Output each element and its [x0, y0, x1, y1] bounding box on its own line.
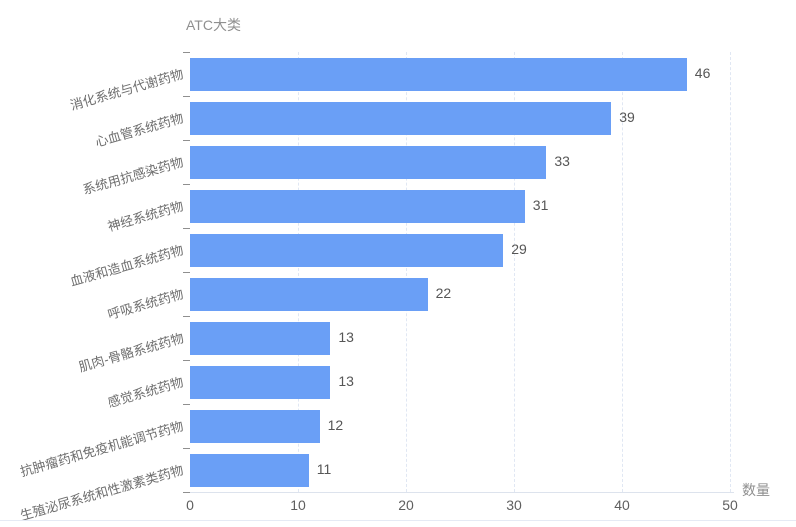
- gridline: [514, 52, 515, 492]
- bar-value-label: 12: [327, 417, 344, 433]
- bar-value-label: 13: [338, 329, 354, 345]
- y-axis-tick: [183, 96, 190, 97]
- y-axis-tick: [183, 184, 190, 185]
- x-tick-label: 30: [506, 497, 522, 513]
- y-axis-tick: [183, 448, 190, 449]
- bar-value-label: 39: [619, 109, 635, 125]
- category-axis-label: 血液和造血系统药物: [68, 242, 186, 289]
- gridline: [298, 52, 299, 492]
- bar-segment[interactable]: [190, 321, 331, 355]
- category-axis-label: 神经系统药物: [105, 198, 186, 235]
- y-axis-tick: [183, 52, 190, 53]
- bar-segment[interactable]: [190, 409, 320, 443]
- category-axis-label: 系统用抗感染药物: [80, 154, 186, 198]
- bar-value-label: 29: [511, 241, 527, 257]
- bar-segment[interactable]: [190, 145, 547, 179]
- bar-segment[interactable]: [190, 233, 504, 267]
- x-tick-label: 40: [614, 497, 630, 513]
- category-axis-label: 消化系统与代谢药物: [68, 66, 186, 113]
- category-axis-label: 肌肉-骨骼系统药物: [76, 330, 186, 375]
- x-axis-line: [189, 492, 734, 493]
- category-axis-label: 呼吸系统药物: [105, 286, 186, 323]
- bar-value-label: 11: [316, 461, 332, 477]
- x-axis-name: 数量: [742, 482, 770, 498]
- bar-segment[interactable]: [190, 57, 687, 91]
- y-axis-tick: [183, 316, 190, 317]
- bottom-divider: [0, 520, 796, 521]
- bar-value-label: 22: [435, 285, 452, 301]
- x-tick-label: 0: [186, 497, 194, 513]
- category-axis-label: 心血管系统药物: [93, 110, 186, 150]
- bar-segment[interactable]: [190, 101, 612, 135]
- y-axis-tick: [183, 272, 190, 273]
- category-axis-label: 感觉系统药物: [105, 374, 186, 411]
- gridline: [730, 52, 731, 492]
- y-axis-tick: [183, 360, 190, 361]
- y-axis-tick: [183, 404, 190, 405]
- x-tick-label: 20: [398, 497, 414, 513]
- y-axis-tick: [183, 228, 190, 229]
- bar-segment[interactable]: [190, 189, 525, 223]
- x-tick-label: 50: [722, 497, 738, 513]
- y-axis-title: ATC大类: [186, 17, 241, 33]
- bar-value-label: 46: [694, 65, 711, 81]
- bar-segment[interactable]: [190, 453, 309, 487]
- bar-value-label: 31: [532, 197, 549, 213]
- bar-segment[interactable]: [190, 365, 331, 399]
- bar-value-label: 33: [554, 153, 570, 169]
- y-axis-tick: [183, 140, 190, 141]
- bar-segment[interactable]: [190, 277, 428, 311]
- x-tick-label: 10: [290, 497, 306, 513]
- y-axis-tick: [183, 492, 190, 493]
- gridline: [406, 52, 407, 492]
- bar-value-label: 13: [338, 373, 354, 389]
- gridline: [622, 52, 623, 492]
